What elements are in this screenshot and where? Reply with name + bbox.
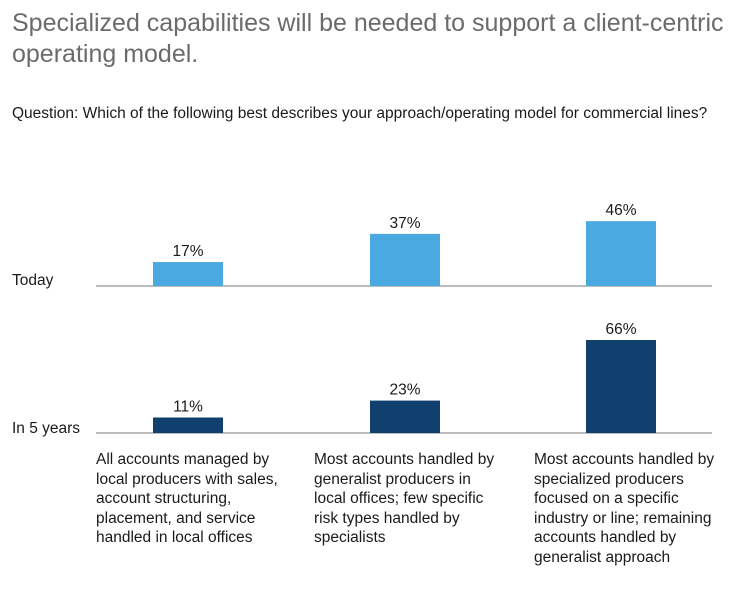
series-label-today: Today (12, 272, 54, 289)
category-label-generalist: Most accounts handled by generalist prod… (314, 451, 495, 546)
bar-in-5-years-0 (153, 417, 223, 433)
data-label-today-1: 37% (389, 215, 420, 232)
data-label-today-2: 46% (605, 202, 636, 219)
category-label-specialized: Most accounts handled by specialized pro… (534, 451, 715, 566)
bar-today-2 (586, 221, 656, 286)
data-label-in-5-years-0: 11% (173, 399, 203, 416)
survey-question: Question: Which of the following best de… (12, 105, 708, 122)
bar-today-0 (153, 262, 223, 286)
data-label-in-5-years-1: 23% (389, 382, 420, 399)
data-label-today-0: 17% (172, 243, 203, 260)
bar-in-5-years-1 (370, 400, 440, 433)
page-title: Specialized capabilities will be needed … (12, 9, 724, 68)
series-label-in-5-years: In 5 years (12, 420, 81, 437)
data-label-in-5-years-2: 66% (605, 321, 636, 338)
bar-in-5-years-2 (586, 340, 656, 433)
bar-today-1 (370, 233, 440, 286)
category-label-local: All accounts managed by local producers … (96, 451, 278, 546)
